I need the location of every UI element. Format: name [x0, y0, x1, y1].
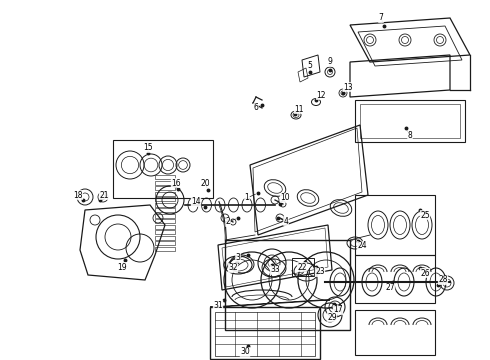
Text: 20: 20: [200, 179, 210, 188]
Text: 32: 32: [228, 264, 238, 273]
Bar: [355, 255, 435, 303]
Bar: [155, 235, 175, 239]
Bar: [155, 241, 175, 245]
Bar: [155, 180, 175, 184]
Text: 7: 7: [379, 13, 384, 22]
Text: 28: 28: [438, 275, 448, 284]
Bar: [155, 219, 175, 223]
Text: 18: 18: [73, 190, 83, 199]
Text: 5: 5: [308, 60, 313, 69]
Text: 14: 14: [191, 198, 201, 207]
Text: 30: 30: [240, 347, 250, 356]
Bar: [113, 140, 213, 198]
Text: 22: 22: [297, 262, 307, 271]
Text: 21: 21: [99, 190, 109, 199]
Bar: [155, 247, 175, 251]
Text: 2: 2: [225, 217, 230, 226]
Text: 11: 11: [294, 104, 304, 113]
Text: 27: 27: [385, 284, 395, 292]
Text: 19: 19: [117, 262, 127, 271]
Text: 4: 4: [284, 216, 289, 225]
Bar: [155, 192, 175, 195]
Bar: [155, 175, 175, 179]
Text: 31: 31: [213, 301, 223, 310]
Text: 25: 25: [420, 211, 430, 220]
Bar: [355, 195, 435, 255]
Text: 3: 3: [236, 253, 241, 262]
Text: 12: 12: [316, 90, 326, 99]
Bar: [155, 186, 175, 190]
Bar: [215, 312, 315, 356]
Text: 1: 1: [245, 194, 249, 202]
Bar: [155, 202, 175, 207]
Text: 24: 24: [357, 242, 367, 251]
Text: 6: 6: [253, 104, 258, 112]
Text: 23: 23: [315, 267, 325, 276]
Text: 26: 26: [420, 269, 430, 278]
Bar: [225, 240, 350, 330]
Text: 13: 13: [343, 82, 353, 91]
Bar: [155, 197, 175, 201]
Bar: [155, 213, 175, 217]
Bar: [292, 258, 314, 276]
Text: 15: 15: [143, 144, 153, 153]
Bar: [155, 225, 175, 229]
Text: 17: 17: [333, 306, 343, 315]
Bar: [355, 310, 435, 355]
Text: 10: 10: [280, 194, 290, 202]
Bar: [355, 100, 465, 142]
Text: 33: 33: [270, 266, 280, 274]
Bar: [155, 230, 175, 234]
Bar: [210, 307, 320, 359]
Text: 8: 8: [408, 130, 413, 139]
Text: 29: 29: [327, 312, 337, 321]
Text: 16: 16: [171, 179, 181, 188]
Text: 9: 9: [327, 58, 332, 67]
Bar: [155, 208, 175, 212]
Bar: [360, 104, 460, 138]
